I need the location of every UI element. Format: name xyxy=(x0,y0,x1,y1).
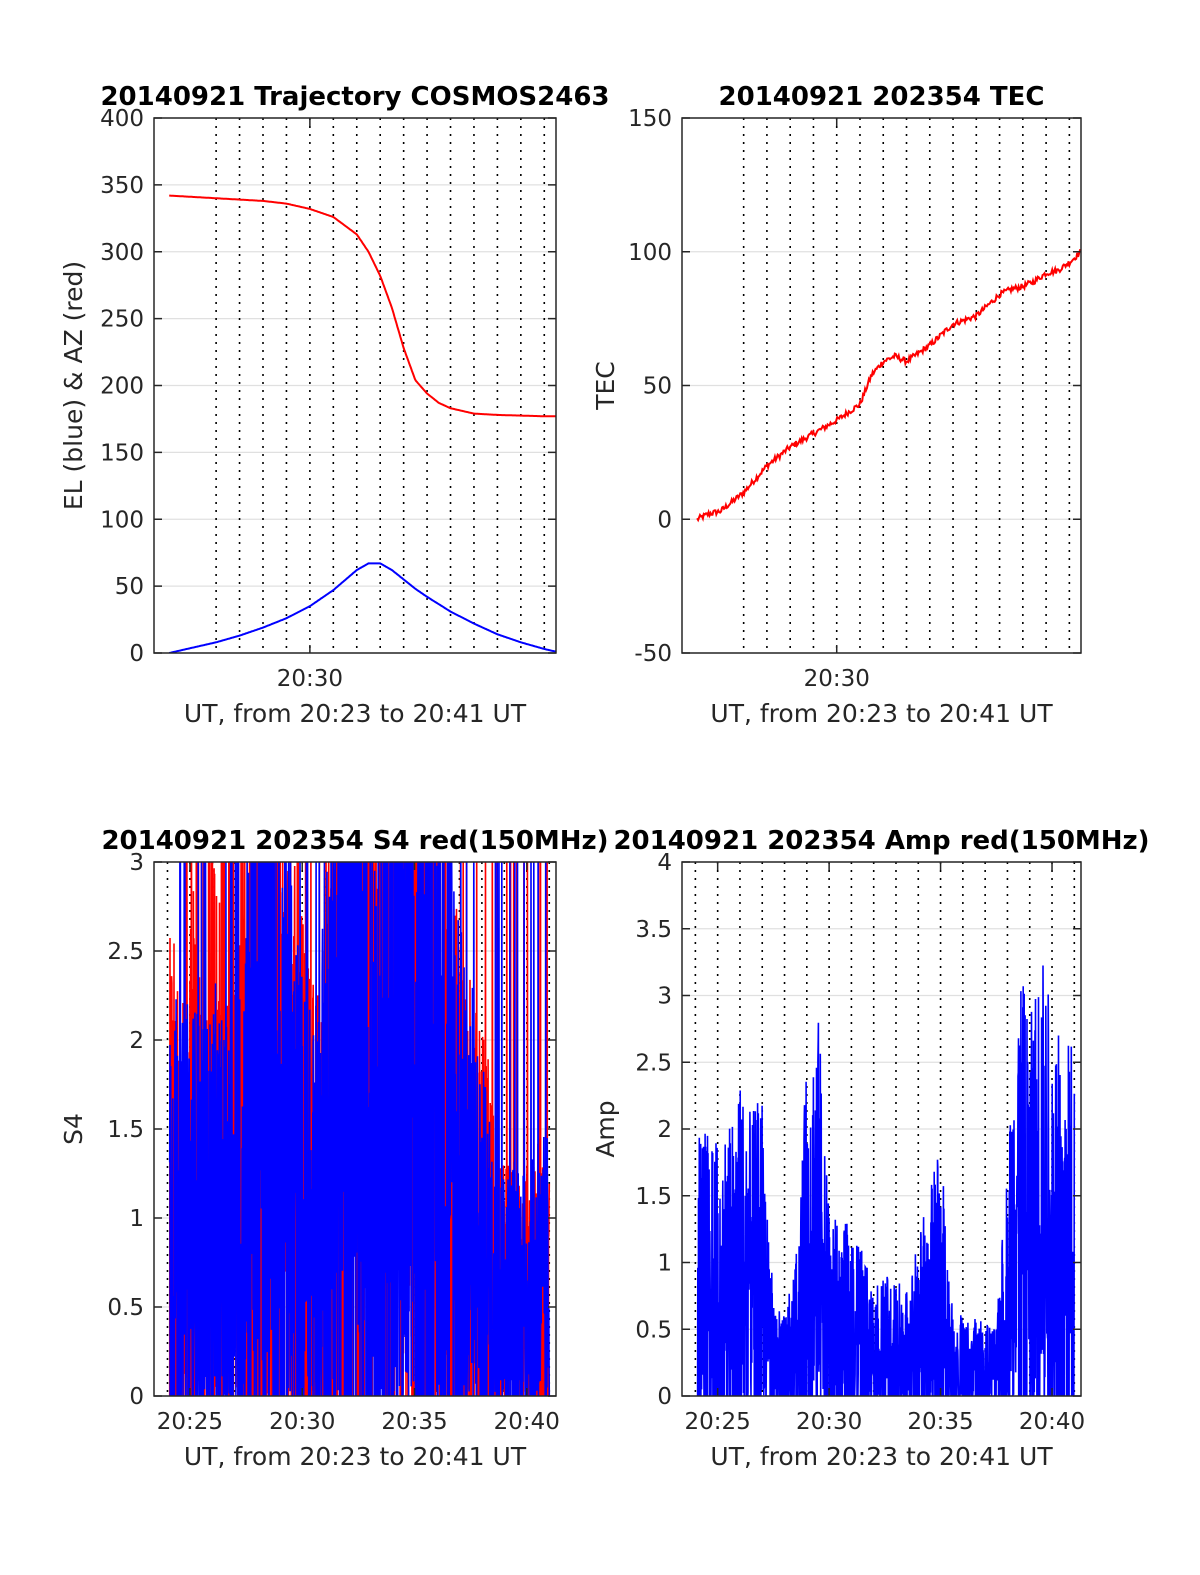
amp-xtick-label-0: 20:25 xyxy=(685,1409,751,1435)
amp-ytick-label-4: 2 xyxy=(657,1117,672,1143)
amp-ytick-label-0: 0 xyxy=(657,1384,672,1410)
s4-ytick-label-2: 1 xyxy=(129,1206,144,1232)
trajectory-ytick-label-0: 0 xyxy=(129,641,144,667)
tec-ytick-label-4: 150 xyxy=(628,106,672,132)
amp-ytick-label-1: 0.5 xyxy=(635,1317,672,1343)
tec-title: 20140921 202354 TEC xyxy=(719,82,1045,112)
s4-xtick-label-1: 20:30 xyxy=(269,1409,335,1435)
tec-series-red xyxy=(696,249,1081,523)
tec-ytick-label-2: 50 xyxy=(643,374,672,400)
trajectory-ytick-label-7: 350 xyxy=(100,173,144,199)
s4-ytick-label-3: 1.5 xyxy=(107,1117,144,1143)
trajectory-ytick-label-5: 250 xyxy=(100,307,144,333)
s4-xtick-label-3: 20:40 xyxy=(494,1409,560,1435)
amp-title: 20140921 202354 Amp red(150MHz) xyxy=(613,826,1149,856)
trajectory-ytick-label-8: 400 xyxy=(100,106,144,132)
trajectory-xlabel: UT, from 20:23 to 20:41 UT xyxy=(184,699,527,728)
trajectory-series-blue xyxy=(169,562,556,653)
trajectory-series-red xyxy=(169,194,556,418)
amp-ytick-label-2: 1 xyxy=(657,1251,672,1277)
tec-ylabel: TEC xyxy=(591,361,620,411)
s4-series-blue xyxy=(168,862,551,1396)
amp-ytick-label-3: 1.5 xyxy=(635,1184,672,1210)
trajectory-xtick-label-0: 20:30 xyxy=(277,666,343,692)
s4-xtick-label-2: 20:35 xyxy=(381,1409,447,1435)
tec-ytick-label-3: 100 xyxy=(628,240,672,266)
trajectory-ytick-label-1: 50 xyxy=(115,574,144,600)
s4-ytick-label-0: 0 xyxy=(129,1384,144,1410)
s4-ytick-label-5: 2.5 xyxy=(107,939,144,965)
amp-series-blue xyxy=(696,965,1076,1396)
trajectory-ytick-label-2: 100 xyxy=(100,507,144,533)
s4-xlabel: UT, from 20:23 to 20:41 UT xyxy=(184,1442,527,1471)
s4-ytick-label-6: 3 xyxy=(129,850,144,876)
amp-xtick-label-2: 20:35 xyxy=(907,1409,973,1435)
amp-xlabel: UT, from 20:23 to 20:41 UT xyxy=(710,1442,1053,1471)
trajectory-title: 20140921 Trajectory COSMOS2463 xyxy=(100,82,609,112)
amp-ytick-label-7: 3.5 xyxy=(635,917,672,943)
amp-ytick-label-5: 2.5 xyxy=(635,1050,672,1076)
amp-ytick-label-8: 4 xyxy=(657,850,672,876)
tec-ytick-label-1: 0 xyxy=(657,507,672,533)
s4-ylabel: S4 xyxy=(59,1113,88,1145)
amp-xtick-label-1: 20:30 xyxy=(796,1409,862,1435)
trajectory-ytick-label-6: 300 xyxy=(100,240,144,266)
s4-ytick-label-1: 0.5 xyxy=(107,1295,144,1321)
trajectory-ytick-label-3: 150 xyxy=(100,440,144,466)
tec-ytick-label-0: -50 xyxy=(634,641,672,667)
tec-xlabel: UT, from 20:23 to 20:41 UT xyxy=(710,699,1053,728)
s4-title: 20140921 202354 S4 red(150MHz) xyxy=(101,826,608,856)
trajectory-ytick-label-4: 200 xyxy=(100,374,144,400)
amp-ylabel: Amp xyxy=(591,1100,620,1157)
trajectory-ylabel: EL (blue) & AZ (red) xyxy=(59,261,88,510)
s4-xtick-label-0: 20:25 xyxy=(157,1409,223,1435)
tec-xtick-label-0: 20:30 xyxy=(804,666,870,692)
amp-xtick-label-3: 20:40 xyxy=(1019,1409,1085,1435)
s4-ytick-label-4: 2 xyxy=(129,1028,144,1054)
amp-ytick-label-6: 3 xyxy=(657,984,672,1010)
